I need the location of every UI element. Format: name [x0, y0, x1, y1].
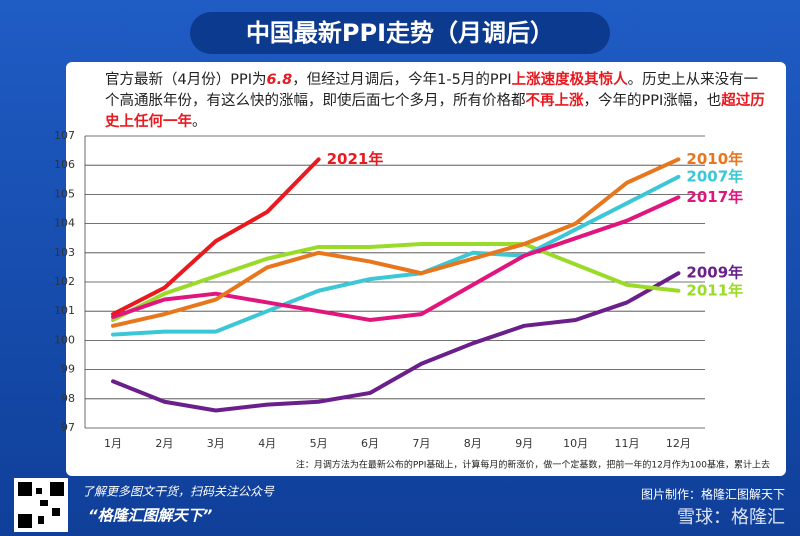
note-text: 官方最新（4月份）PPI为: [105, 72, 267, 88]
series-label: 2010年: [686, 150, 743, 168]
footer-maker: 图片制作：格隆汇图解天下: [641, 487, 785, 502]
series-line: [111, 242, 681, 322]
y-tick-label: 100: [54, 333, 75, 346]
note-text: 超过历史上任何一年: [105, 93, 765, 130]
x-tick-label: 1月: [104, 437, 122, 450]
note-text: ，但经过月调后，今年1-5月的PPI: [292, 72, 512, 88]
x-tick-label: 8月: [464, 437, 482, 450]
x-tick-label: 5月: [310, 437, 328, 450]
series-line: [111, 174, 681, 337]
series-line: [111, 271, 681, 413]
y-tick-label: 102: [54, 275, 75, 288]
note-text: ，今年的PPI涨幅，也: [583, 93, 722, 109]
x-tick-label: 6月: [361, 437, 379, 450]
footer-promo: 了解更多图文干货，扫码关注公众号: [82, 485, 275, 499]
y-tick-label: 104: [54, 217, 75, 230]
x-tick-label: 9月: [515, 437, 533, 450]
x-tick-label: 12月: [666, 437, 691, 450]
series-label: 2011年: [686, 281, 743, 299]
x-tick-label: 2月: [155, 437, 173, 450]
series-line: [111, 157, 681, 328]
qr-code: [14, 478, 68, 532]
y-tick-label: 97: [61, 421, 75, 434]
note-text: 。历史上从来没有一个高通胀年份，有这么快的涨幅，即使后面七个多月，所有价格都: [105, 72, 759, 109]
note-text: 不再上涨: [525, 93, 584, 109]
x-tick-label: 3月: [207, 437, 225, 450]
y-tick-label: 101: [54, 304, 75, 317]
x-tick-label: 11月: [615, 437, 640, 450]
chart-title: 中国最新PPI走势（月调后）: [246, 19, 554, 47]
note: 官方最新（4月份）PPI为6.8，但经过月调后，今年1-5月的PPI上涨速度极其…: [105, 70, 770, 133]
y-tick-label: 98: [61, 392, 75, 405]
note-text: 6.8: [266, 72, 293, 88]
y-tick-label: 105: [54, 187, 75, 200]
footer-account: “格隆汇图解天下”: [88, 507, 213, 525]
x-tick-label: 10月: [563, 437, 588, 450]
series-label: 2007年: [686, 167, 743, 185]
series-line: [111, 195, 681, 322]
y-tick-label: 106: [54, 158, 75, 171]
series-line: [111, 157, 321, 317]
y-tick-label: 107: [54, 129, 75, 142]
series-label: 2009年: [686, 264, 743, 282]
series-label: 2021年: [327, 150, 384, 168]
x-tick-label: 4月: [258, 437, 276, 450]
footnote: 注：月调方法为在最新公布的PPI基础上，计算每月的新涨价，做一个定基数，把前一年…: [296, 459, 770, 471]
title-band: [190, 12, 610, 54]
note-text: 。: [192, 114, 207, 130]
note-text: 上涨速度极其惊人: [511, 72, 628, 88]
x-tick-label: 7月: [412, 437, 430, 450]
y-tick-label: 99: [61, 363, 75, 376]
watermark: 雪球：格隆汇: [677, 507, 785, 528]
y-tick-label: 103: [54, 246, 75, 259]
series-label: 2017年: [686, 188, 743, 206]
